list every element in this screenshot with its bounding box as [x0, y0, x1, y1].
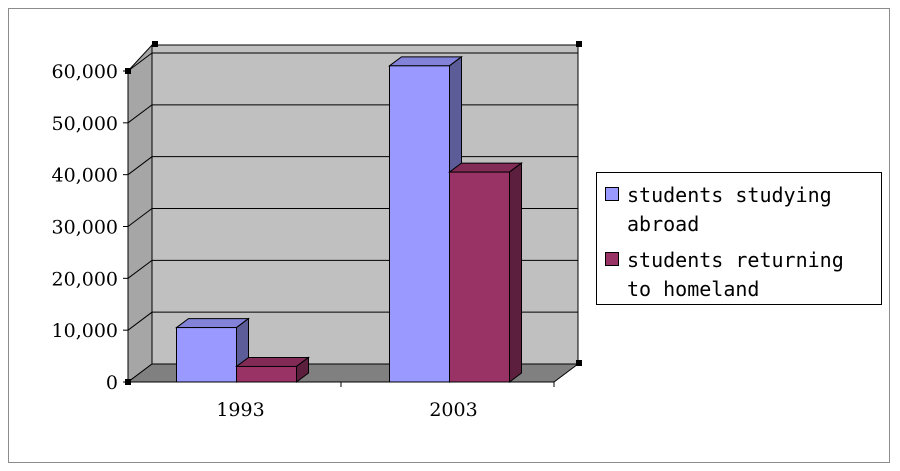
- y-tick-label: 30,000: [52, 217, 118, 239]
- y-tick-label: 50,000: [52, 113, 118, 135]
- bar-side: [509, 162, 522, 383]
- selection-handle: [125, 68, 131, 74]
- legend-swatch-returning: [605, 252, 619, 266]
- legend-label-abroad: students studying abroad: [627, 183, 832, 236]
- x-tick-label: 1993: [216, 399, 264, 421]
- y-tick-label: 0: [106, 372, 118, 394]
- gridline: [127, 52, 578, 72]
- selection-handle: [125, 379, 131, 385]
- legend-item-abroad: students studying abroad: [605, 181, 877, 239]
- legend: students studying abroad students return…: [596, 172, 882, 305]
- y-tick-label: 40,000: [52, 165, 118, 187]
- selection-handle: [576, 41, 582, 47]
- selection-handle: [152, 41, 158, 47]
- y-tick-label: 60,000: [52, 61, 118, 83]
- bar: [449, 171, 510, 383]
- y-tick-label: 20,000: [52, 268, 118, 290]
- legend-swatch-abroad: [605, 187, 619, 201]
- side-wall: [127, 43, 153, 383]
- x-tick-label: 2003: [429, 399, 477, 421]
- legend-label-returning: students returning to homeland: [627, 248, 844, 301]
- legend-item-returning: students returning to homeland: [605, 246, 877, 304]
- y-tick-label: 10,000: [52, 320, 118, 342]
- bar: [236, 365, 297, 383]
- bar: [389, 65, 450, 383]
- bar: [176, 327, 237, 383]
- selection-handle: [576, 360, 582, 366]
